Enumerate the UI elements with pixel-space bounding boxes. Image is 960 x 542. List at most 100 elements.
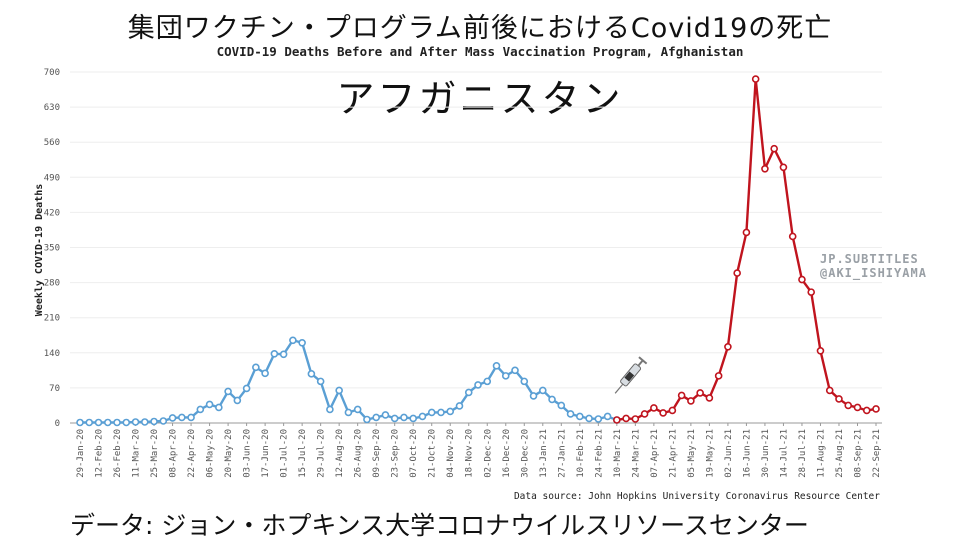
y-tick-label: 420 xyxy=(44,208,60,218)
data-point xyxy=(622,414,630,423)
data-point xyxy=(548,395,556,404)
data-point xyxy=(742,228,751,237)
x-tick-labels: 29-Jan-20 12-Feb-20 26-Feb-20 11-Mar-20 25-M… xyxy=(76,423,882,478)
data-point xyxy=(344,408,353,417)
data-point xyxy=(501,372,510,380)
data-point xyxy=(872,405,880,413)
x-tick-label: 14-Jul-21 xyxy=(779,429,789,478)
data-point xyxy=(270,350,279,358)
x-tick-label: 17-Jun-20 xyxy=(261,429,271,478)
x-tick-label: 30-Dec-20 xyxy=(520,429,530,478)
x-tick-label: 05-May-21 xyxy=(687,429,697,478)
data-point xyxy=(335,386,343,395)
x-tick-label: 06-May-20 xyxy=(206,429,216,478)
data-point xyxy=(205,400,214,409)
data-point xyxy=(770,144,778,153)
japanese-title: 集団ワクチン・プログラム前後におけるCovid19の死亡 xyxy=(127,13,833,44)
x-tick-label: 24-Feb-21 xyxy=(594,429,604,478)
x-tick-label: 13-Jan-21 xyxy=(539,429,549,478)
x-tick-label: 29-Jan-20 xyxy=(76,429,86,478)
data-point xyxy=(779,163,788,172)
data-point xyxy=(640,410,649,418)
data-point xyxy=(761,164,769,173)
data-point xyxy=(122,418,131,427)
data-point xyxy=(196,405,205,414)
data-point xyxy=(103,418,112,427)
data-point xyxy=(705,394,714,402)
x-tick-label: 01-Jul-20 xyxy=(280,429,290,478)
data-point xyxy=(298,338,306,347)
japanese-country-label: アフガニスタン xyxy=(336,77,624,121)
x-tick-label: 22-Sep-21 xyxy=(872,429,882,478)
data-point xyxy=(307,370,316,378)
x-tick-label: 21-Oct-20 xyxy=(428,429,438,478)
data-point xyxy=(131,418,140,426)
syringe-icon xyxy=(614,356,648,394)
data-point xyxy=(668,406,677,415)
data-point xyxy=(353,405,362,414)
data-point xyxy=(427,408,436,417)
data-point xyxy=(650,404,658,412)
x-tick-label: 11-Mar-20 xyxy=(132,429,142,478)
data-point xyxy=(289,336,297,345)
data-point xyxy=(557,401,566,410)
x-tick-label: 22-Apr-20 xyxy=(187,429,197,478)
data-point xyxy=(261,369,269,378)
data-point xyxy=(437,408,445,417)
y-tick-label: 490 xyxy=(44,173,60,183)
japanese-source-caption: データ: ジョン・ホプキンス大学コロナウイルスリソースセンター xyxy=(70,511,809,540)
x-tick-label: 23-Sep-20 xyxy=(391,429,401,478)
data-point xyxy=(659,409,667,417)
data-point xyxy=(613,416,621,424)
data-point xyxy=(566,410,575,418)
data-point xyxy=(788,232,797,241)
x-tick-label: 26-Aug-20 xyxy=(354,429,364,478)
data-point xyxy=(677,391,686,400)
data-point xyxy=(242,384,251,393)
data-point xyxy=(326,405,334,414)
x-tick-label: 15-Jul-20 xyxy=(298,429,308,478)
x-tick-label: 16-Jun-21 xyxy=(742,429,752,478)
data-point xyxy=(372,413,380,422)
data-point xyxy=(94,418,103,427)
y-axis-label: Weekly COVID-19 Deaths xyxy=(34,184,45,316)
data-point xyxy=(178,413,186,422)
data-point xyxy=(446,407,455,416)
data-point xyxy=(409,414,418,423)
y-tick-label: 280 xyxy=(44,279,60,289)
x-tick-label: 19-May-21 xyxy=(705,429,715,478)
data-point xyxy=(474,381,482,389)
y-tick-label: 630 xyxy=(44,103,60,113)
data-point xyxy=(807,288,816,296)
data-point xyxy=(603,412,612,421)
y-tick-label: 70 xyxy=(49,384,60,394)
x-tick-label: 28-Jul-21 xyxy=(798,429,808,478)
data-point xyxy=(862,406,871,415)
x-tick-label: 16-Dec-20 xyxy=(502,429,512,478)
data-point xyxy=(85,418,94,427)
x-tick-label: 26-Feb-20 xyxy=(113,429,123,478)
y-tick-labels: 0 70 140 210 280 350 420 490 560 630 700 xyxy=(44,68,60,429)
y-tick-label: 0 xyxy=(55,419,60,429)
y-tick-label: 350 xyxy=(44,244,60,254)
data-point xyxy=(400,413,408,422)
gridlines xyxy=(70,71,882,389)
data-point xyxy=(853,403,862,412)
x-tick-label: 25-Aug-21 xyxy=(835,429,845,478)
data-point xyxy=(418,412,427,421)
x-tick-label: 21-Apr-21 xyxy=(668,429,678,478)
x-tick-label: 04-Nov-20 xyxy=(446,429,456,478)
data-point xyxy=(381,411,390,419)
data-source-note: Data source: John Hopkins University Cor… xyxy=(514,491,880,502)
data-point xyxy=(233,396,242,405)
data-point xyxy=(140,418,149,426)
watermark: JP.SUBTITLES @AKI_ISHIYAMA xyxy=(820,252,927,280)
data-point xyxy=(187,413,195,422)
data-point xyxy=(224,387,232,396)
x-tick-label: 03-Jun-20 xyxy=(243,429,253,478)
y-tick-label: 560 xyxy=(44,138,60,148)
data-point xyxy=(576,412,584,421)
data-point xyxy=(150,417,158,426)
data-point xyxy=(511,366,519,375)
